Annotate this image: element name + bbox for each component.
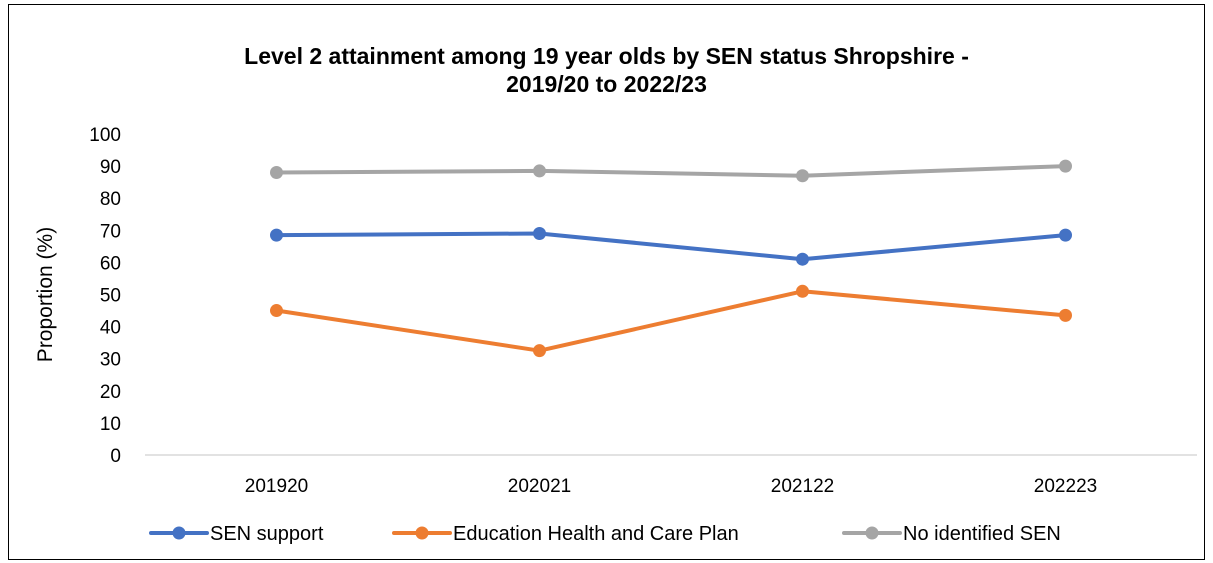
series-line-1 <box>274 231 1068 262</box>
y-tick-label-60: 60 <box>100 253 121 274</box>
y-tick-label-20: 20 <box>100 382 121 403</box>
x-tick-label-202223: 202223 <box>1034 476 1097 497</box>
legend-label-3: No identified SEN <box>903 523 1061 545</box>
data-point-s1-202122 <box>796 252 809 266</box>
data-point-s3-202021 <box>533 164 546 178</box>
series-line-3 <box>274 164 1068 178</box>
chart-title-line-1: Level 2 attainment among 19 year olds by… <box>244 43 969 69</box>
y-tick-label-100: 100 <box>89 125 121 146</box>
legend-marker-1 <box>172 526 186 540</box>
chart-title: Level 2 attainment among 19 year olds by… <box>0 42 1213 98</box>
data-point-s3-202223 <box>1059 159 1072 173</box>
y-tick-label-30: 30 <box>100 350 121 371</box>
y-tick-label-90: 90 <box>100 157 121 178</box>
series-line-2 <box>274 289 1068 353</box>
chart-frame <box>8 4 1205 560</box>
legend-label-2: Education Health and Care Plan <box>453 523 739 545</box>
y-axis-title: Proportion (%) <box>34 227 57 362</box>
y-tick-label-0: 0 <box>110 446 121 467</box>
data-point-s1-202021 <box>533 227 546 241</box>
chart-title-line-2: 2019/20 to 2022/23 <box>506 71 707 97</box>
y-tick-label-50: 50 <box>100 286 121 307</box>
y-tick-label-70: 70 <box>100 221 121 242</box>
data-point-s2-202122 <box>796 284 809 298</box>
x-tick-label-201920: 201920 <box>245 476 308 497</box>
data-point-s2-202223 <box>1059 308 1072 322</box>
data-point-s2-201920 <box>270 304 283 318</box>
x-tick-label-202122: 202122 <box>771 476 834 497</box>
y-tick-label-80: 80 <box>100 189 121 210</box>
data-point-s2-202021 <box>533 344 546 358</box>
x-tick-label-202021: 202021 <box>508 476 571 497</box>
y-tick-label-40: 40 <box>100 318 121 339</box>
data-point-s1-202223 <box>1059 228 1072 242</box>
legend-label-1: SEN support <box>210 523 324 545</box>
data-point-s3-202122 <box>796 169 809 183</box>
data-point-s3-201920 <box>270 166 283 180</box>
data-point-s1-201920 <box>270 228 283 242</box>
legend-marker-2 <box>415 526 429 540</box>
y-tick-label-10: 10 <box>100 414 121 435</box>
legend-marker-3 <box>865 526 879 540</box>
